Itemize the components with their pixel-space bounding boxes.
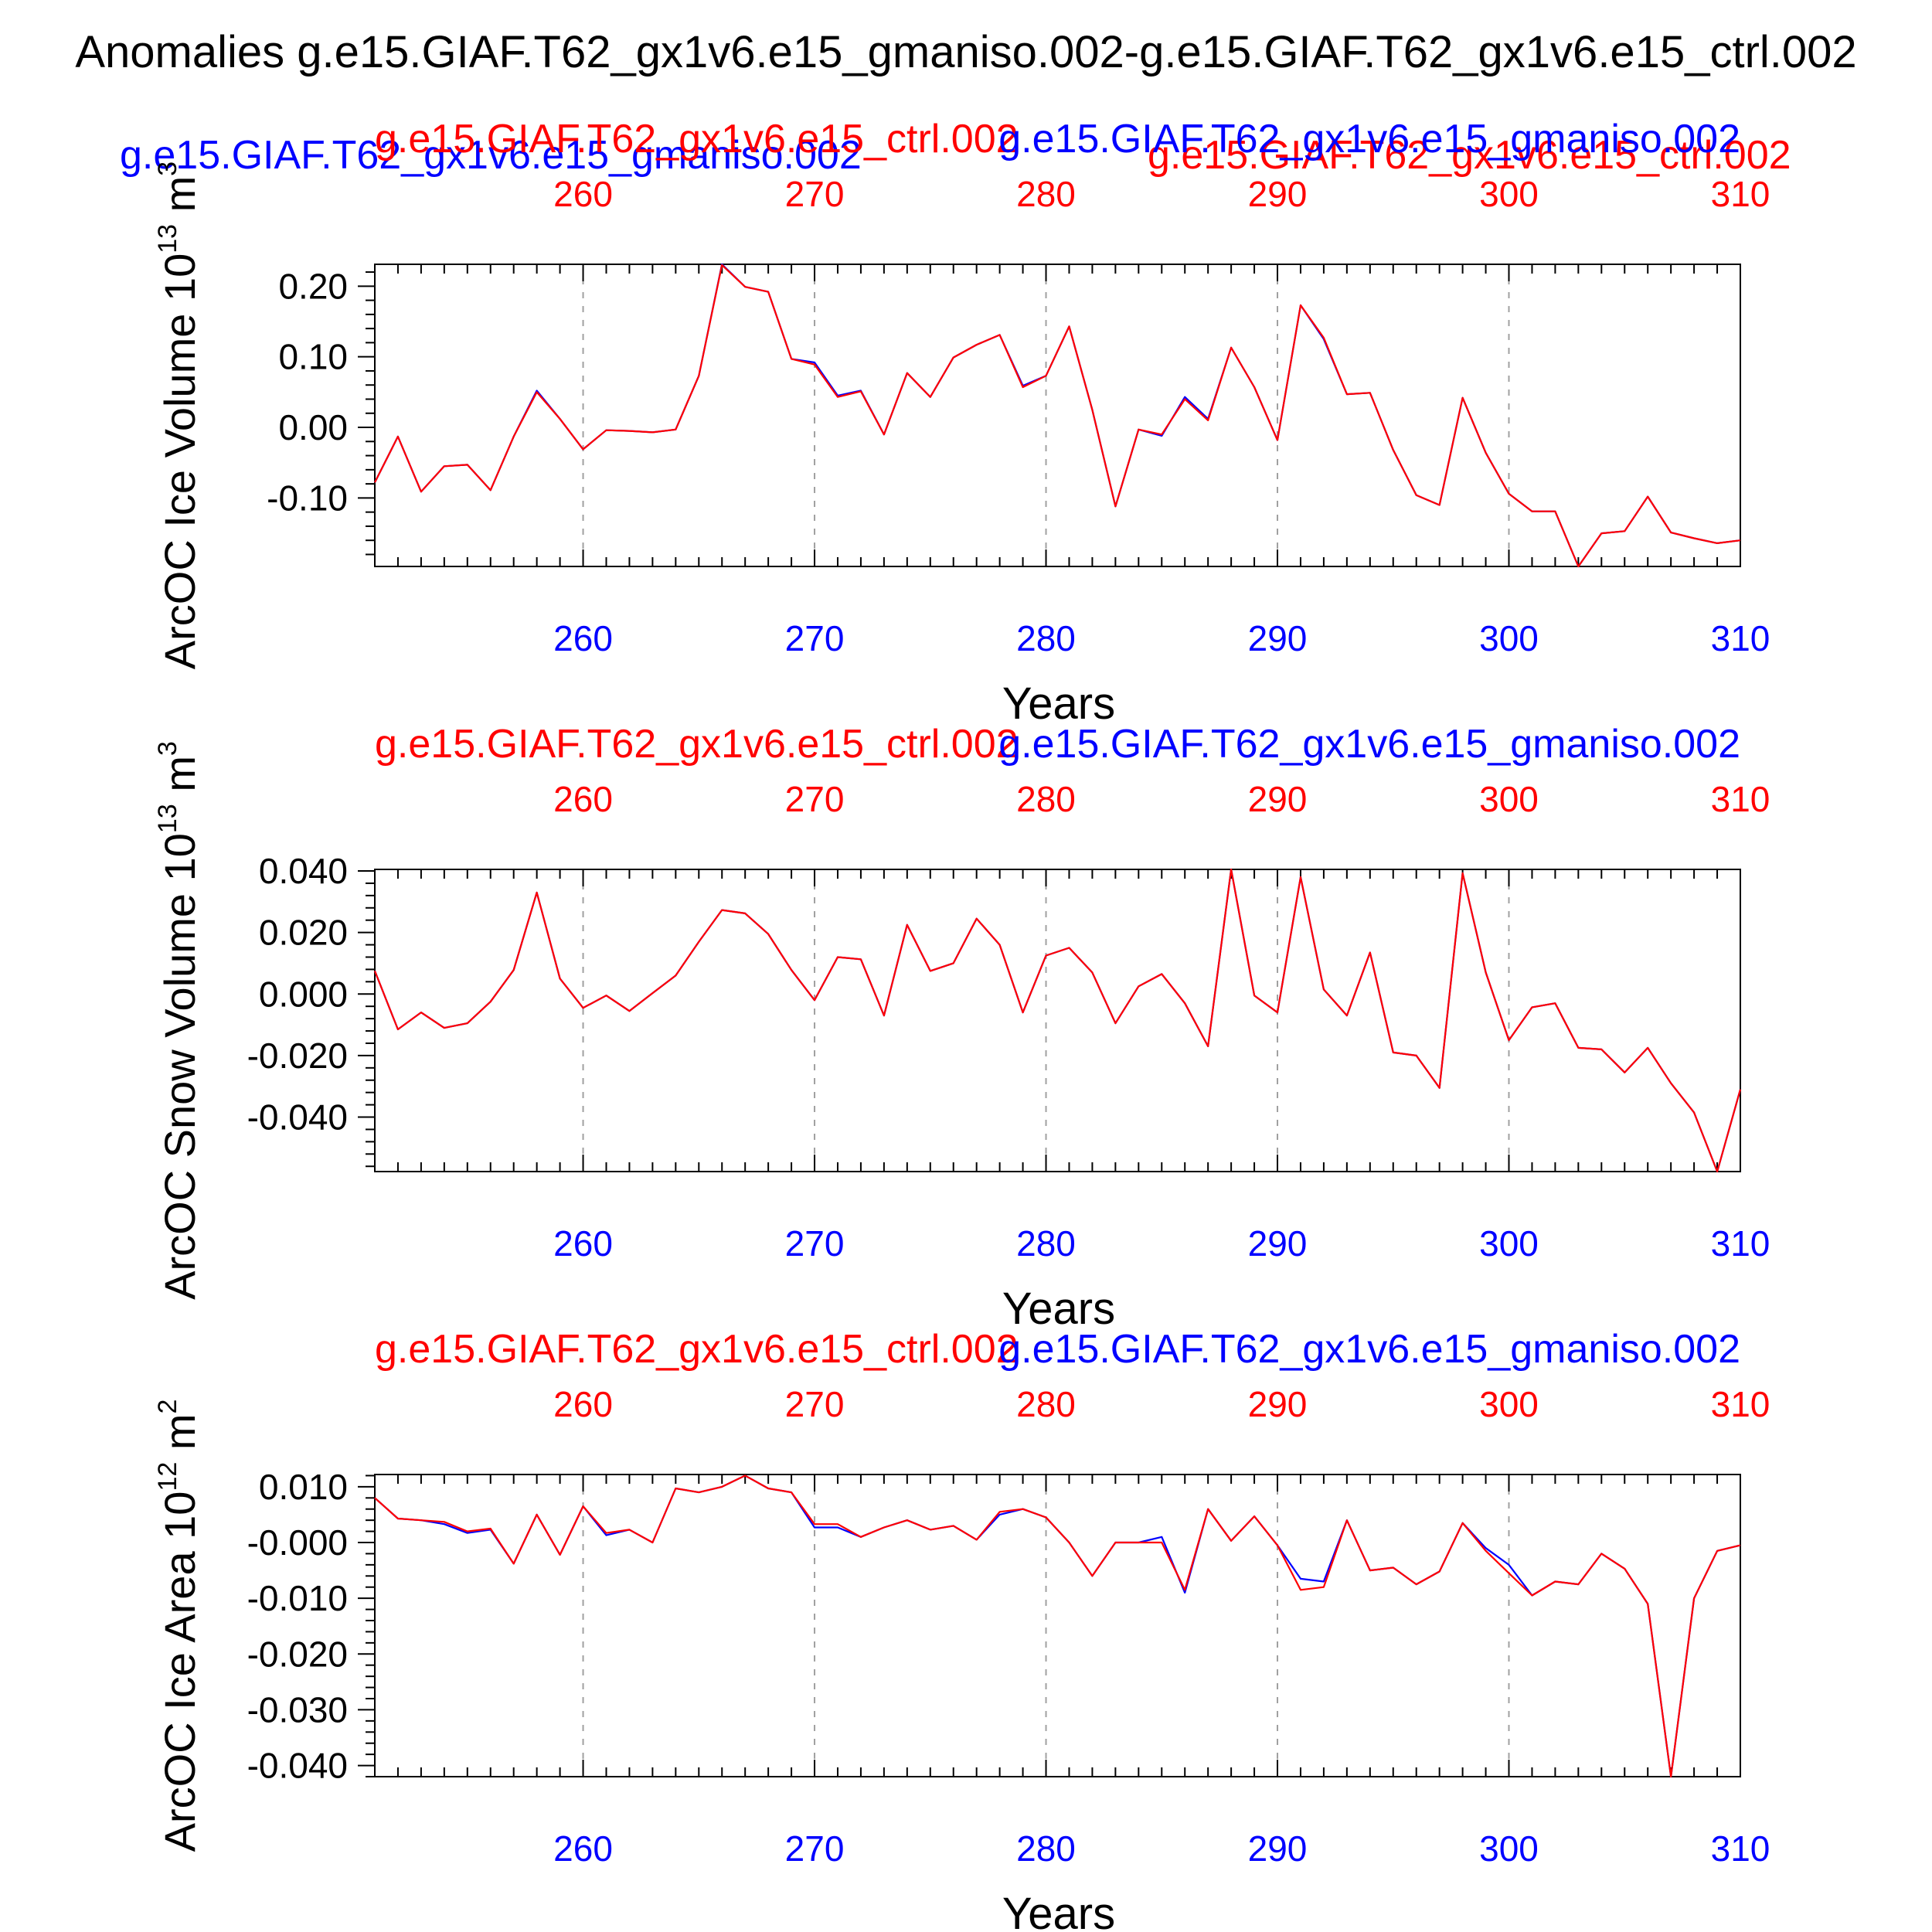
x-tick-label-bottom: 270 [785, 618, 845, 658]
y-tick-label: 0.040 [259, 851, 348, 891]
plot-frame [374, 1474, 1741, 1777]
legend-case-gmaniso: g.e15.GIAF.T62_gx1v6.e15_gmaniso.002 [120, 133, 862, 178]
x-tick-label-bottom: 300 [1479, 1223, 1539, 1264]
x-axis-label: Years [1002, 1889, 1115, 1932]
y-tick-label: -0.040 [247, 1097, 348, 1138]
panel-title-gmaniso: g.e15.GIAF.T62_gx1v6.e15_gmaniso.002 [998, 117, 1740, 162]
panel-ice-volume: g.e15.GIAF.T62_gx1v6.e15_ctrl.002g.e15.G… [153, 117, 1770, 729]
y-label-unit: m [155, 176, 204, 224]
x-tick-label-top: 270 [785, 1384, 845, 1424]
panel-snow-volume: g.e15.GIAF.T62_gx1v6.e15_ctrl.002g.e15.G… [153, 722, 1770, 1334]
series-line-ctrl [373, 868, 1742, 1173]
x-tick-label-top: 300 [1479, 174, 1539, 214]
x-tick-label-bottom: 300 [1479, 618, 1539, 658]
y-label-unit-exponent: 2 [153, 1400, 182, 1414]
x-tick-label-bottom: 290 [1248, 1828, 1308, 1869]
y-tick-label: 0.020 [259, 913, 348, 953]
y-tick-label: -0.020 [247, 1634, 348, 1674]
x-tick-label-bottom: 280 [1016, 1828, 1076, 1869]
y-tick-label: -0.020 [247, 1036, 348, 1076]
y-label-unit-exponent: 3 [153, 162, 182, 176]
chart-panels: g.e15.GIAF.T62_gx1v6.e15_ctrl.002g.e15.G… [153, 117, 1770, 1932]
y-label-unit: m [155, 1414, 204, 1462]
x-tick-label-bottom: 260 [553, 618, 613, 658]
y-tick-label: 0.20 [278, 266, 348, 306]
x-tick-label-bottom: 260 [553, 1828, 613, 1869]
y-label-base: ArcOC Ice Volume 10 [155, 253, 204, 669]
legend-case-ctrl: g.e15.GIAF.T62_gx1v6.e15_ctrl.002 [1148, 133, 1791, 178]
plot-frame [374, 264, 1741, 567]
panel-title-gmaniso: g.e15.GIAF.T62_gx1v6.e15_gmaniso.002 [998, 722, 1740, 767]
x-tick-label-top: 310 [1711, 174, 1770, 214]
y-tick-label: 0.00 [278, 407, 348, 447]
y-tick-label: -0.000 [247, 1522, 348, 1563]
x-axis-label: Years [1002, 679, 1115, 729]
x-tick-label-bottom: 270 [785, 1223, 845, 1264]
figure-title: Anomalies g.e15.GIAF.T62_gx1v6.e15_gmani… [75, 27, 1856, 77]
y-axis-label: ArcOC Snow Volume 1013 m3 [153, 741, 204, 1300]
x-tick-label-bottom: 310 [1711, 1828, 1770, 1869]
y-axis-label: ArcOC Ice Area 1012 m2 [153, 1400, 204, 1852]
y-tick-label: 0.010 [259, 1467, 348, 1507]
x-tick-label-top: 260 [553, 1384, 613, 1424]
panel-title-ctrl: g.e15.GIAF.T62_gx1v6.e15_ctrl.002 [375, 722, 1019, 767]
y-label-unit: m [155, 756, 204, 804]
x-tick-label-top: 310 [1711, 1384, 1770, 1424]
series-line-ctrl [374, 1475, 1741, 1778]
panel-ice-area: g.e15.GIAF.T62_gx1v6.e15_ctrl.002g.e15.G… [153, 1327, 1770, 1932]
series-line-gmaniso [373, 868, 1742, 1173]
x-tick-label-top: 270 [785, 779, 845, 819]
y-tick-label: 0.10 [278, 337, 348, 377]
x-tick-label-bottom: 300 [1479, 1828, 1539, 1869]
plot-frame [374, 869, 1741, 1172]
panel-title-ctrl: g.e15.GIAF.T62_gx1v6.e15_ctrl.002 [375, 117, 1019, 162]
x-tick-label-top: 310 [1711, 779, 1770, 819]
x-tick-label-top: 280 [1016, 779, 1076, 819]
x-axis-label: Years [1002, 1284, 1115, 1334]
y-tick-label: -0.010 [247, 1578, 348, 1618]
panel-title-gmaniso: g.e15.GIAF.T62_gx1v6.e15_gmaniso.002 [998, 1327, 1740, 1372]
series-line-gmaniso [374, 263, 1741, 568]
y-label-exponent: 13 [153, 224, 182, 253]
y-label-exponent: 12 [153, 1462, 182, 1492]
y-label-base: ArcOC Ice Area 10 [155, 1492, 204, 1852]
x-tick-label-top: 260 [553, 174, 613, 214]
y-tick-label: -0.040 [247, 1746, 348, 1786]
x-tick-label-top: 290 [1248, 1384, 1308, 1424]
series-line-ctrl [374, 264, 1741, 568]
panel-title-ctrl: g.e15.GIAF.T62_gx1v6.e15_ctrl.002 [375, 1327, 1019, 1372]
x-tick-label-top: 300 [1479, 779, 1539, 819]
y-label-base: ArcOC Snow Volume 10 [155, 833, 204, 1300]
x-tick-label-bottom: 290 [1248, 1223, 1308, 1264]
y-label-exponent: 13 [153, 804, 182, 833]
x-tick-label-bottom: 290 [1248, 618, 1308, 658]
x-tick-label-bottom: 260 [553, 1223, 613, 1264]
y-tick-label: -0.030 [247, 1689, 348, 1730]
x-tick-label-bottom: 310 [1711, 618, 1770, 658]
x-tick-label-bottom: 280 [1016, 618, 1076, 658]
x-tick-label-bottom: 270 [785, 1828, 845, 1869]
y-tick-label: -0.10 [267, 478, 348, 518]
y-label-unit-exponent: 3 [153, 741, 182, 756]
x-tick-label-top: 280 [1016, 174, 1076, 214]
x-tick-label-bottom: 310 [1711, 1223, 1770, 1264]
x-tick-label-top: 260 [553, 779, 613, 819]
y-tick-label: 0.000 [259, 974, 348, 1014]
x-tick-label-top: 290 [1248, 779, 1308, 819]
series-line-gmaniso [374, 1475, 1741, 1778]
x-tick-label-top: 290 [1248, 174, 1308, 214]
x-tick-label-top: 300 [1479, 1384, 1539, 1424]
x-tick-label-top: 270 [785, 174, 845, 214]
x-tick-label-top: 280 [1016, 1384, 1076, 1424]
y-axis-label: ArcOC Ice Volume 1013 m3 [153, 162, 204, 669]
x-tick-label-bottom: 280 [1016, 1223, 1076, 1264]
